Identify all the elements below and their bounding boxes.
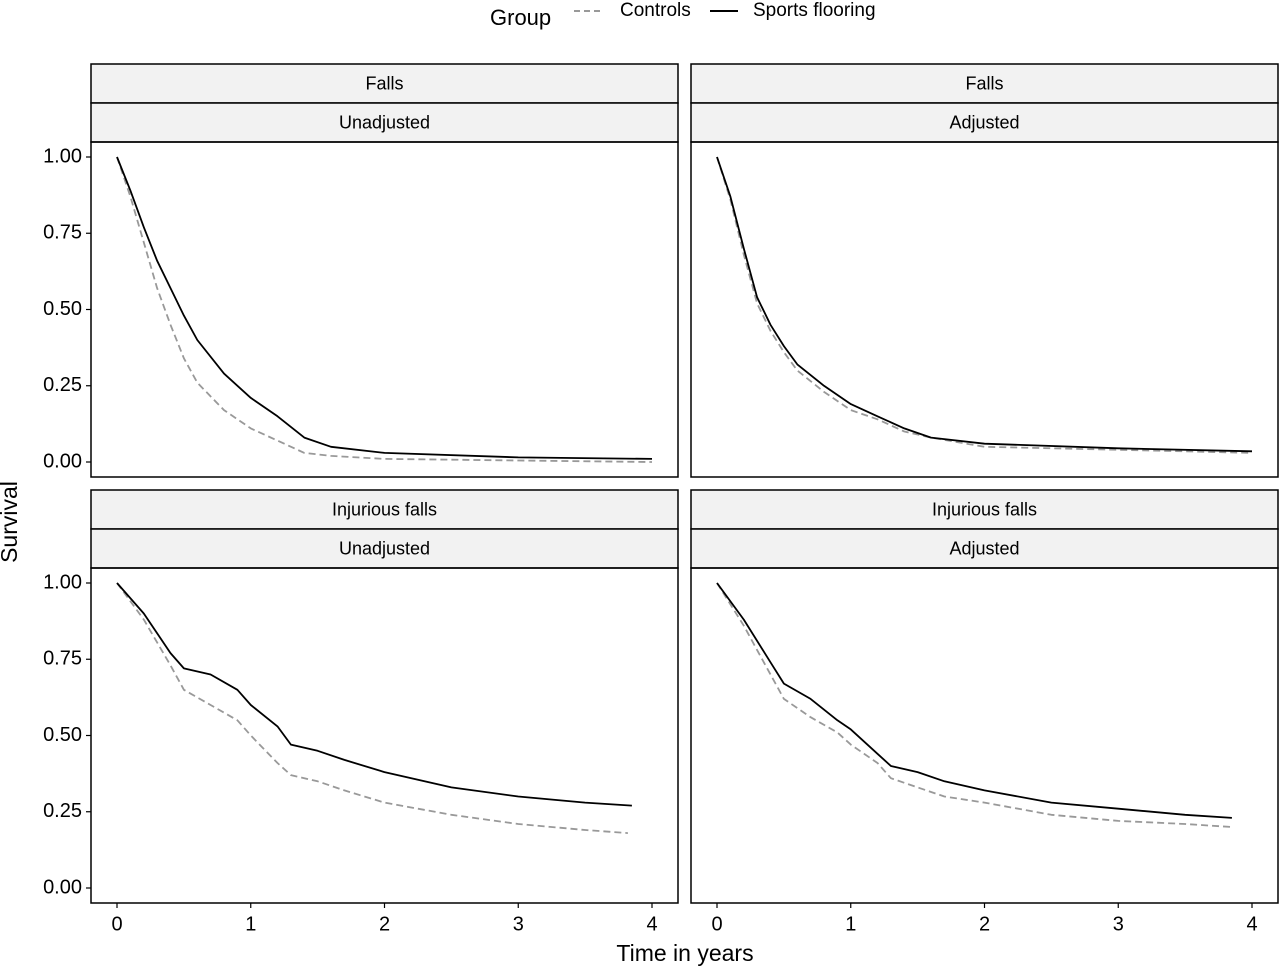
panel-2: Falls Adjusted: [690, 63, 1279, 478]
legend-label-controls: Controls: [620, 0, 691, 21]
series-line-sports-flooring: [116, 156, 653, 460]
y-tick-label: 0.75: [43, 222, 82, 244]
x-tick-label: 2: [379, 913, 390, 935]
y-tick-label: 0.25: [43, 800, 82, 822]
facet-strip-outer: [690, 489, 1279, 530]
y-tick-label: 0.50: [43, 724, 82, 746]
legend-title: Group: [490, 5, 551, 30]
facet-strip-inner: [690, 102, 1279, 143]
series-line-controls: [116, 156, 653, 463]
plot-area: [90, 141, 679, 478]
series-line-controls: [716, 156, 1253, 454]
legend-label-sports-flooring: Sports flooring: [753, 0, 876, 21]
x-tick-label: 1: [245, 913, 256, 935]
legend: Group Controls Sports flooring: [490, 0, 876, 30]
y-tick-label: 0.00: [43, 876, 82, 898]
y-axis-label: Survival: [0, 481, 22, 563]
y-tick-label: 1.00: [43, 571, 82, 593]
facet-strip-outer-label: Injurious falls: [332, 499, 437, 519]
x-tick-label: 3: [1113, 913, 1124, 935]
series-line-sports-flooring: [716, 582, 1232, 819]
y-tick-label: 0.25: [43, 374, 82, 396]
series-line-controls: [116, 582, 628, 834]
x-tick-label: 0: [711, 913, 722, 935]
plot-area: [690, 141, 1279, 478]
facet-strip-inner-label: Unadjusted: [339, 538, 430, 558]
x-axis-label: Time in years: [616, 940, 753, 966]
series-line-sports-flooring: [116, 582, 632, 807]
x-tick-label: 2: [979, 913, 990, 935]
plot-area: [90, 567, 679, 904]
y-tick-label: 0.75: [43, 648, 82, 670]
facet-strip-inner-label: Adjusted: [949, 538, 1019, 558]
panel-1: Falls Unadjusted 0.00 0.25 0.50 0.75 1.00: [43, 63, 679, 478]
facet-strip-inner-label: Unadjusted: [339, 112, 430, 132]
facet-strip-inner: [90, 102, 679, 143]
facet-strip-inner-label: Adjusted: [949, 112, 1019, 132]
x-tick-label: 4: [646, 913, 657, 935]
facet-panels: FallsUnadjusted0.000.250.500.751.00Falls…: [43, 63, 1279, 935]
y-tick-label: 1.00: [43, 145, 82, 167]
x-tick-label: 1: [845, 913, 856, 935]
facet-strip-outer: [690, 63, 1279, 104]
facet-strip-outer-label: Falls: [965, 73, 1003, 93]
panel-4: Injurious falls Adjusted 0 1 2 3 4: [690, 489, 1279, 935]
x-tick-label: 3: [513, 913, 524, 935]
facet-strip-outer-label: Falls: [365, 73, 403, 93]
y-tick-label: 0.50: [43, 298, 82, 320]
facet-strip-outer: [90, 489, 679, 530]
facet-strip-outer-label: Injurious falls: [932, 499, 1037, 519]
facet-strip-inner: [690, 528, 1279, 569]
facet-strip-outer: [90, 63, 679, 104]
x-tick-label: 4: [1246, 913, 1257, 935]
y-tick-label: 0.00: [43, 450, 82, 472]
x-tick-label: 0: [111, 913, 122, 935]
facet-strip-inner: [90, 528, 679, 569]
series-line-sports-flooring: [716, 156, 1253, 453]
plot-area: [690, 567, 1279, 904]
panel-3: Injurious falls Unadjusted 0.00 0.25 0.50 0.7…: [43, 489, 679, 935]
series-line-controls: [716, 582, 1232, 828]
